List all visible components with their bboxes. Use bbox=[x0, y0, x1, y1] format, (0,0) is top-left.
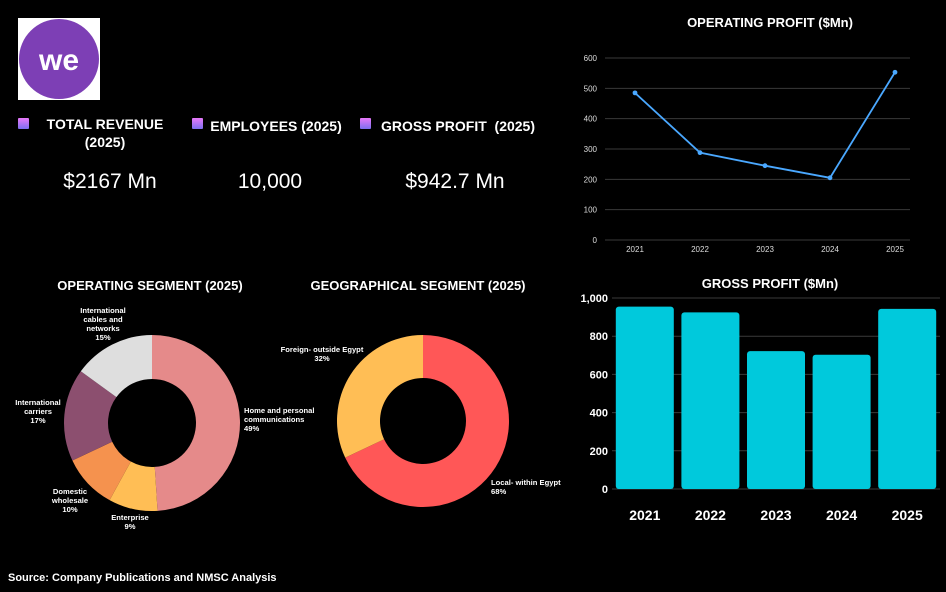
slice-label-line: International bbox=[80, 306, 126, 315]
donut-slice bbox=[345, 335, 509, 507]
y-tick-label: 400 bbox=[584, 115, 598, 124]
logo-text: we bbox=[38, 44, 79, 77]
y-tick-label: 800 bbox=[590, 331, 608, 343]
slice-label-line: 68% bbox=[491, 487, 506, 496]
donut-slice bbox=[109, 461, 158, 511]
data-point bbox=[827, 175, 833, 181]
company-logo: we bbox=[18, 18, 100, 100]
donut-slice bbox=[64, 371, 117, 461]
operating-profit-line-chart: 0 100 200 300 400 500 600 2021 2022 2023 2024 2025 bbox=[584, 54, 910, 254]
slice-label-line: Domestic bbox=[53, 487, 87, 496]
line-chart-title: OPERATING PROFIT ($Mn) bbox=[687, 15, 853, 30]
x-tick-label: 2021 bbox=[629, 507, 660, 523]
slice-label-line: cables and bbox=[83, 315, 123, 324]
x-tick-label: 2025 bbox=[886, 245, 904, 254]
y-tick-label: 0 bbox=[593, 236, 598, 245]
data-point bbox=[762, 163, 768, 169]
slice-label-line: 17% bbox=[30, 416, 45, 425]
kpi-gross-profit-value: $942.7 Mn bbox=[405, 170, 505, 193]
slice-label-line: 32% bbox=[314, 354, 329, 363]
slice-label: International carriers 17% bbox=[15, 398, 61, 425]
y-tick-label: 600 bbox=[590, 369, 608, 381]
slice-label-line: International bbox=[15, 398, 61, 407]
bar bbox=[681, 312, 740, 489]
bar bbox=[615, 306, 674, 489]
data-point bbox=[632, 90, 638, 96]
gross-profit-bar-chart: 0 200 400 600 800 1,000 2021 2022 2023 2024 2025 bbox=[580, 293, 940, 523]
slice-label-line: carriers bbox=[24, 407, 52, 416]
donut-slice bbox=[80, 335, 152, 398]
slice-label: International cables and networks 15% bbox=[80, 306, 126, 342]
slice-label-line: wholesale bbox=[51, 496, 88, 505]
donut-slice bbox=[337, 335, 423, 458]
donut-slice bbox=[72, 441, 131, 501]
slice-label-line: 49% bbox=[244, 424, 259, 433]
kpi-employees-value: 10,000 bbox=[237, 170, 303, 193]
y-tick-label: 1,000 bbox=[580, 293, 608, 305]
x-tick-label: 2023 bbox=[756, 245, 774, 254]
y-tick-label: 400 bbox=[590, 408, 608, 420]
slice-label-line: Home and personal bbox=[244, 406, 314, 415]
y-tick-label: 100 bbox=[584, 206, 598, 215]
bar bbox=[878, 308, 937, 489]
slice-label: Foreign- outside Egypt 32% bbox=[281, 345, 364, 363]
x-tick-label: 2022 bbox=[691, 245, 709, 254]
x-tick-label: 2024 bbox=[826, 507, 857, 523]
slice-label: Domestic wholesale 10% bbox=[51, 487, 88, 514]
kpi-marker-icon bbox=[18, 118, 29, 129]
slice-label-line: Foreign- outside Egypt bbox=[281, 345, 364, 354]
y-tick-label: 200 bbox=[584, 175, 598, 184]
y-tick-label: 300 bbox=[584, 145, 598, 154]
geographical-segment-title: GEOGRAPHICAL SEGMENT (2025) bbox=[310, 278, 526, 293]
slice-label-line: 9% bbox=[125, 522, 136, 531]
bar bbox=[747, 351, 805, 489]
bar bbox=[812, 354, 871, 489]
logo-circle bbox=[19, 19, 99, 99]
slice-label-line: Enterprise bbox=[111, 513, 149, 522]
slice-label: Enterprise 9% bbox=[111, 513, 149, 531]
slice-label: Local- within Egypt 68% bbox=[491, 478, 561, 496]
y-tick-label: 200 bbox=[590, 446, 608, 458]
y-tick-label: 500 bbox=[584, 84, 598, 93]
data-point bbox=[892, 69, 898, 75]
slice-label-line: 10% bbox=[62, 505, 77, 514]
kpi-revenue-label: TOTAL REVENUE (2025) bbox=[46, 116, 164, 150]
kpi-gross-profit-label: GROSS PROFIT (2025) bbox=[380, 118, 536, 134]
source-note: Source: Company Publications and NMSC An… bbox=[8, 572, 277, 584]
operating-segment-donut: Home and personal communications 49% Enterp… bbox=[15, 306, 314, 531]
kpi-marker-icon bbox=[360, 118, 371, 129]
x-tick-label: 2024 bbox=[821, 245, 839, 254]
y-tick-label: 0 bbox=[602, 484, 608, 496]
y-tick-label: 600 bbox=[584, 54, 598, 63]
x-tick-label: 2025 bbox=[892, 507, 923, 523]
slice-label-line: 15% bbox=[95, 333, 110, 342]
slice-label-line: networks bbox=[86, 324, 119, 333]
data-point bbox=[697, 150, 703, 156]
kpi-revenue-value: $2167 Mn bbox=[63, 170, 157, 193]
slice-label-line: communications bbox=[244, 415, 304, 424]
operating-segment-title: OPERATING SEGMENT (2025) bbox=[57, 278, 243, 293]
slice-label-line: Local- within Egypt bbox=[491, 478, 561, 487]
geographical-segment-donut: Local- within Egypt 68% Foreign- outside E… bbox=[281, 335, 561, 507]
bar-chart-title: GROSS PROFIT ($Mn) bbox=[701, 276, 839, 291]
x-tick-label: 2022 bbox=[695, 507, 726, 523]
x-tick-label: 2021 bbox=[626, 245, 644, 254]
kpi-employees-label: EMPLOYEES (2025) bbox=[210, 118, 342, 134]
x-tick-label: 2023 bbox=[760, 507, 791, 523]
donut-slice bbox=[152, 335, 241, 511]
slice-label: Home and personal communications 49% bbox=[244, 406, 314, 433]
kpi-marker-icon bbox=[192, 118, 203, 129]
